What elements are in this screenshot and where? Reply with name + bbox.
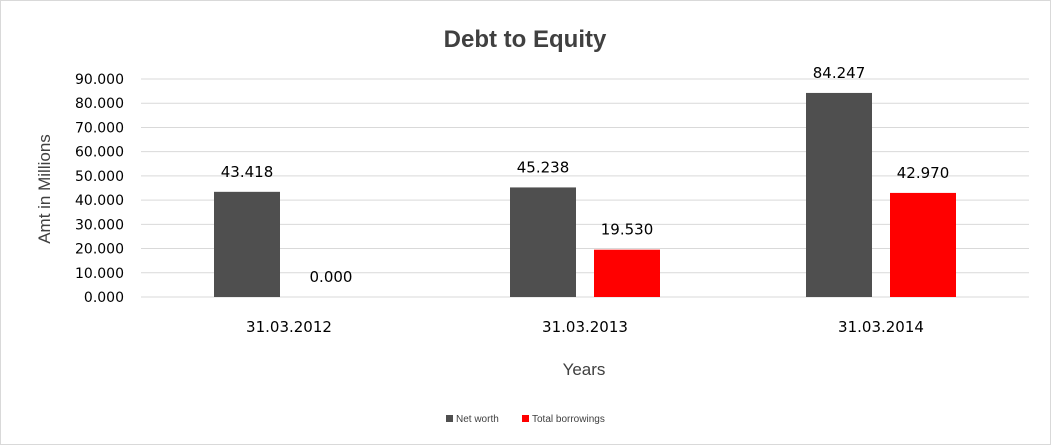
x-axis-label: Years [563,360,606,379]
x-tick-label: 31.03.2012 [246,318,332,336]
legend: Net worth Total borrowings [446,414,605,425]
data-labels: 43.418 0.000 45.238 19.530 84.247 42.970 [221,64,950,286]
bar-net-worth [806,92,872,297]
bars [214,92,956,297]
gridlines [141,78,1029,298]
y-axis-label: Amt in Millions [35,134,54,244]
data-label: 45.238 [517,158,570,176]
y-tick-label: 40.000 [75,193,124,209]
y-tick-label: 0.000 [84,290,124,306]
chart-title: Debt to Equity [444,26,607,53]
y-tick-label: 10.000 [75,266,124,282]
y-tick-label: 30.000 [75,217,124,233]
legend-swatch [522,415,529,422]
y-tick-label: 80.000 [75,96,124,112]
y-tick-label: 20.000 [75,242,124,258]
data-label: 19.530 [601,221,654,239]
legend-item: Total borrowings [522,414,605,425]
legend-item: Net worth [446,414,499,425]
bar-total-borrowings [890,192,956,297]
data-label: 0.000 [310,268,353,286]
data-label: 84.247 [813,64,866,82]
y-tick-labels: 0.000 10.000 20.000 30.000 40.000 50.000 60.00… [75,72,124,306]
x-tick-label: 31.03.2013 [542,318,628,336]
legend-label: Net worth [456,414,499,425]
y-tick-label: 70.000 [75,120,124,136]
bar-total-borrowings [594,249,660,297]
data-label: 42.970 [897,164,950,182]
legend-label: Total borrowings [532,414,605,425]
y-tick-label: 90.000 [75,72,124,88]
bar-net-worth [214,191,280,297]
x-tick-labels: 31.03.2012 31.03.2013 31.03.2014 [246,318,924,336]
y-tick-label: 60.000 [75,145,124,161]
x-tick-label: 31.03.2014 [838,318,924,336]
legend-swatch [446,415,453,422]
bar-net-worth [510,187,576,297]
data-label: 43.418 [221,163,274,181]
y-tick-label: 50.000 [75,169,124,185]
